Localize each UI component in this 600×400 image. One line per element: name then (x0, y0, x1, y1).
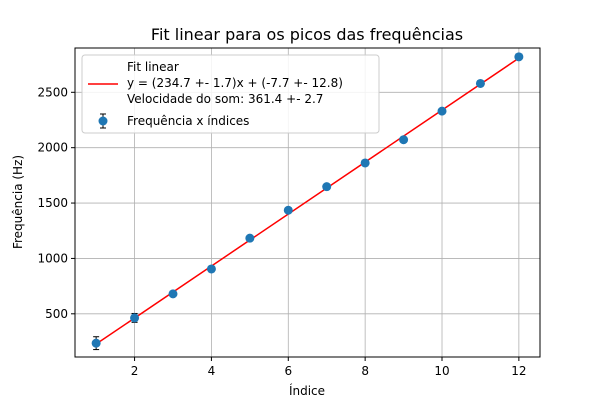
data-point (206, 264, 216, 274)
data-point (514, 52, 524, 62)
data-point (399, 135, 409, 145)
legend-equation: y = (234.7 +- 1.7)x + (-7.7 +- 12.8) (127, 76, 343, 90)
data-series (91, 52, 524, 351)
data-point (168, 289, 178, 299)
data-point (245, 233, 255, 243)
data-point (360, 158, 370, 168)
y-tick-label: 2000 (37, 141, 68, 155)
y-tick-label: 2500 (37, 85, 68, 99)
plot-frame (74, 47, 541, 358)
data-point (437, 106, 447, 116)
x-tick-label: 10 (434, 364, 449, 378)
data-point (322, 182, 332, 192)
legend-marker-swatch (98, 116, 108, 126)
data-point (475, 78, 485, 88)
legend-fit-label: Fit linear (127, 60, 179, 74)
x-axis-label: Índice (289, 383, 325, 398)
legend-points-label: Frequência x índices (127, 114, 249, 128)
chart-title: Fit linear para os picos das frequências (151, 25, 463, 44)
y-axis: 500 1000 1500 2000 2500 (37, 85, 75, 321)
x-tick-label: 2 (131, 364, 139, 378)
data-point (91, 338, 101, 348)
y-tick-label: 1000 (37, 251, 68, 265)
y-tick-label: 500 (45, 307, 68, 321)
legend-speed: Velocidade do som: 361.4 +- 2.7 (127, 92, 323, 106)
x-axis: 2 4 6 8 10 12 (131, 357, 527, 378)
legend-box (81, 54, 380, 134)
x-tick-label: 12 (511, 364, 526, 378)
x-tick-label: 6 (284, 364, 292, 378)
data-point (283, 205, 293, 215)
fit-line (95, 57, 520, 345)
x-tick-label: 4 (208, 364, 216, 378)
y-tick-label: 1500 (37, 196, 68, 210)
fit-line-series (95, 57, 520, 345)
x-tick-label: 8 (361, 364, 369, 378)
y-axis-label: Frequência (Hz) (11, 155, 25, 249)
legend: Fit linear y = (234.7 +- 1.7)x + (-7.7 +… (81, 54, 380, 134)
data-point (130, 313, 140, 323)
